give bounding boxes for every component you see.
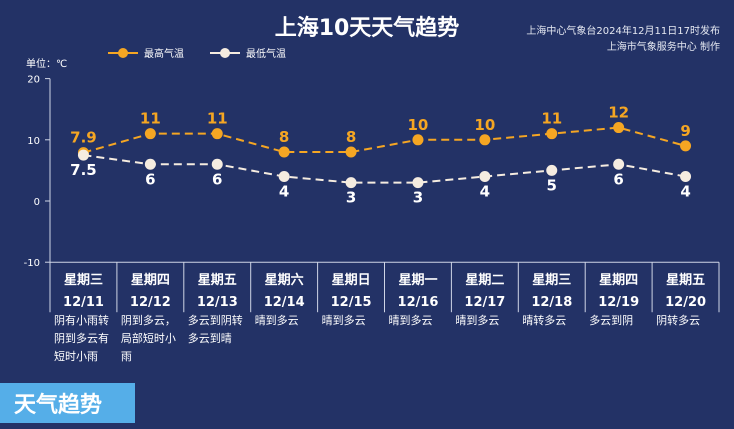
date: 12/13 xyxy=(196,295,238,310)
data-label: 4 xyxy=(680,183,690,201)
legend-high-label: 最高气温 xyxy=(144,49,184,60)
data-point xyxy=(412,177,424,189)
data-label: 6 xyxy=(145,170,155,188)
day-header: 星期五 12/20 xyxy=(652,270,719,314)
day-header: 星期一 12/16 xyxy=(385,270,452,314)
page-title: 上海10天天气趋势 xyxy=(274,16,460,41)
series-line-1 xyxy=(83,154,686,184)
legend-low[interactable]: 最低气温 xyxy=(210,45,286,60)
data-label: 5 xyxy=(547,176,557,194)
date: 12/16 xyxy=(397,295,439,310)
data-point xyxy=(680,140,692,152)
data-label: 10 xyxy=(408,116,429,134)
date: 12/15 xyxy=(330,295,372,310)
data-label: 8 xyxy=(279,128,289,146)
date: 12/20 xyxy=(665,295,707,310)
weather-description: 阴转多云 xyxy=(656,314,701,327)
weekday: 星期日 xyxy=(331,273,371,288)
data-label: 6 xyxy=(212,170,222,188)
legend-low-label: 最低气温 xyxy=(246,49,286,60)
weather-description: 晴到多云 xyxy=(388,314,433,327)
data-label: 7.9 xyxy=(70,129,97,147)
day-header: 星期日 12/15 xyxy=(318,270,385,314)
weekday: 星期五 xyxy=(197,273,237,288)
data-label: 11 xyxy=(140,110,161,128)
date: 12/14 xyxy=(263,295,305,310)
y-tick-label: -10 xyxy=(24,258,40,269)
weekday: 星期一 xyxy=(398,273,438,288)
date: 12/11 xyxy=(63,295,104,310)
data-label: 10 xyxy=(474,116,495,134)
data-point xyxy=(479,134,491,146)
day-header: 星期三 12/11 xyxy=(50,270,117,314)
weather-description: 多云到阴 xyxy=(589,314,634,327)
data-point xyxy=(345,177,357,189)
day-header: 星期三 12/18 xyxy=(518,270,585,314)
data-point xyxy=(479,171,491,183)
data-point xyxy=(211,158,223,170)
data-point xyxy=(278,171,290,183)
data-label: 8 xyxy=(346,128,356,146)
data-point xyxy=(144,158,156,170)
weekday: 星期五 xyxy=(666,273,706,288)
weekday: 星期六 xyxy=(264,273,304,288)
data-label: 3 xyxy=(413,189,423,207)
day-header: 星期四 12/19 xyxy=(585,270,652,314)
weekday: 星期三 xyxy=(532,273,572,288)
data-label: 3 xyxy=(346,189,356,207)
y-tick-label: 10 xyxy=(27,136,40,147)
data-label: 9 xyxy=(680,122,690,140)
data-point xyxy=(613,122,625,134)
date: 12/17 xyxy=(464,295,506,310)
data-label: 6 xyxy=(613,170,623,188)
data-label: 11 xyxy=(541,110,562,128)
data-point xyxy=(546,128,558,140)
weather-description: 阴有小雨转阴到多云有短时小雨 xyxy=(54,314,109,363)
section-badge: 天气趋势 xyxy=(0,383,135,423)
temperature-chart: 20 10 0 -10 7.9 11 11 8 8 10 10 11 12 9 7.5 6 6 4 3 3 4 5 6 4 xyxy=(24,75,720,313)
data-label: 11 xyxy=(207,110,228,128)
data-point xyxy=(613,158,625,170)
weather-description: 晴转多云 xyxy=(522,314,567,327)
weekday: 星期四 xyxy=(599,273,639,288)
y-tick-label: 20 xyxy=(27,75,40,86)
data-label: 4 xyxy=(480,183,490,201)
y-tick-label: 0 xyxy=(34,197,40,208)
weather-description: 阴到多云，局部短时小雨 xyxy=(120,314,176,363)
weather-description: 多云到阴转多云到晴 xyxy=(187,314,243,345)
series-line-0 xyxy=(83,126,686,154)
weather-description: 晴到多云 xyxy=(455,314,500,327)
publisher: 上海中心气象台2024年12月11日17时发布 xyxy=(526,26,720,37)
weekday: 星期四 xyxy=(130,273,170,288)
weather-description: 晴到多云 xyxy=(321,314,366,327)
date: 12/19 xyxy=(598,295,640,310)
data-point xyxy=(144,128,156,140)
weekday: 星期三 xyxy=(63,273,103,288)
data-point xyxy=(412,134,424,146)
unit-label: 单位：℃ xyxy=(26,59,68,70)
day-header: 星期六 12/14 xyxy=(251,270,318,314)
date: 12/18 xyxy=(531,295,573,310)
data-point xyxy=(77,149,89,161)
weekday: 星期二 xyxy=(465,273,505,288)
data-point xyxy=(211,128,223,140)
date: 12/12 xyxy=(129,295,171,310)
data-point xyxy=(546,164,558,176)
day-header: 星期四 12/12 xyxy=(117,270,184,314)
producer: 上海市气象服务中心 制作 xyxy=(606,42,720,53)
data-point xyxy=(278,146,290,158)
data-label: 12 xyxy=(608,104,629,122)
data-label: 4 xyxy=(279,183,289,201)
weather-description: 晴到多云 xyxy=(254,314,299,327)
day-header: 星期二 12/17 xyxy=(451,270,518,314)
data-point xyxy=(680,171,692,183)
data-point xyxy=(345,146,357,158)
legend-high[interactable]: 最高气温 xyxy=(108,45,184,60)
day-header: 星期五 12/13 xyxy=(184,270,251,314)
data-label: 7.5 xyxy=(70,161,97,179)
